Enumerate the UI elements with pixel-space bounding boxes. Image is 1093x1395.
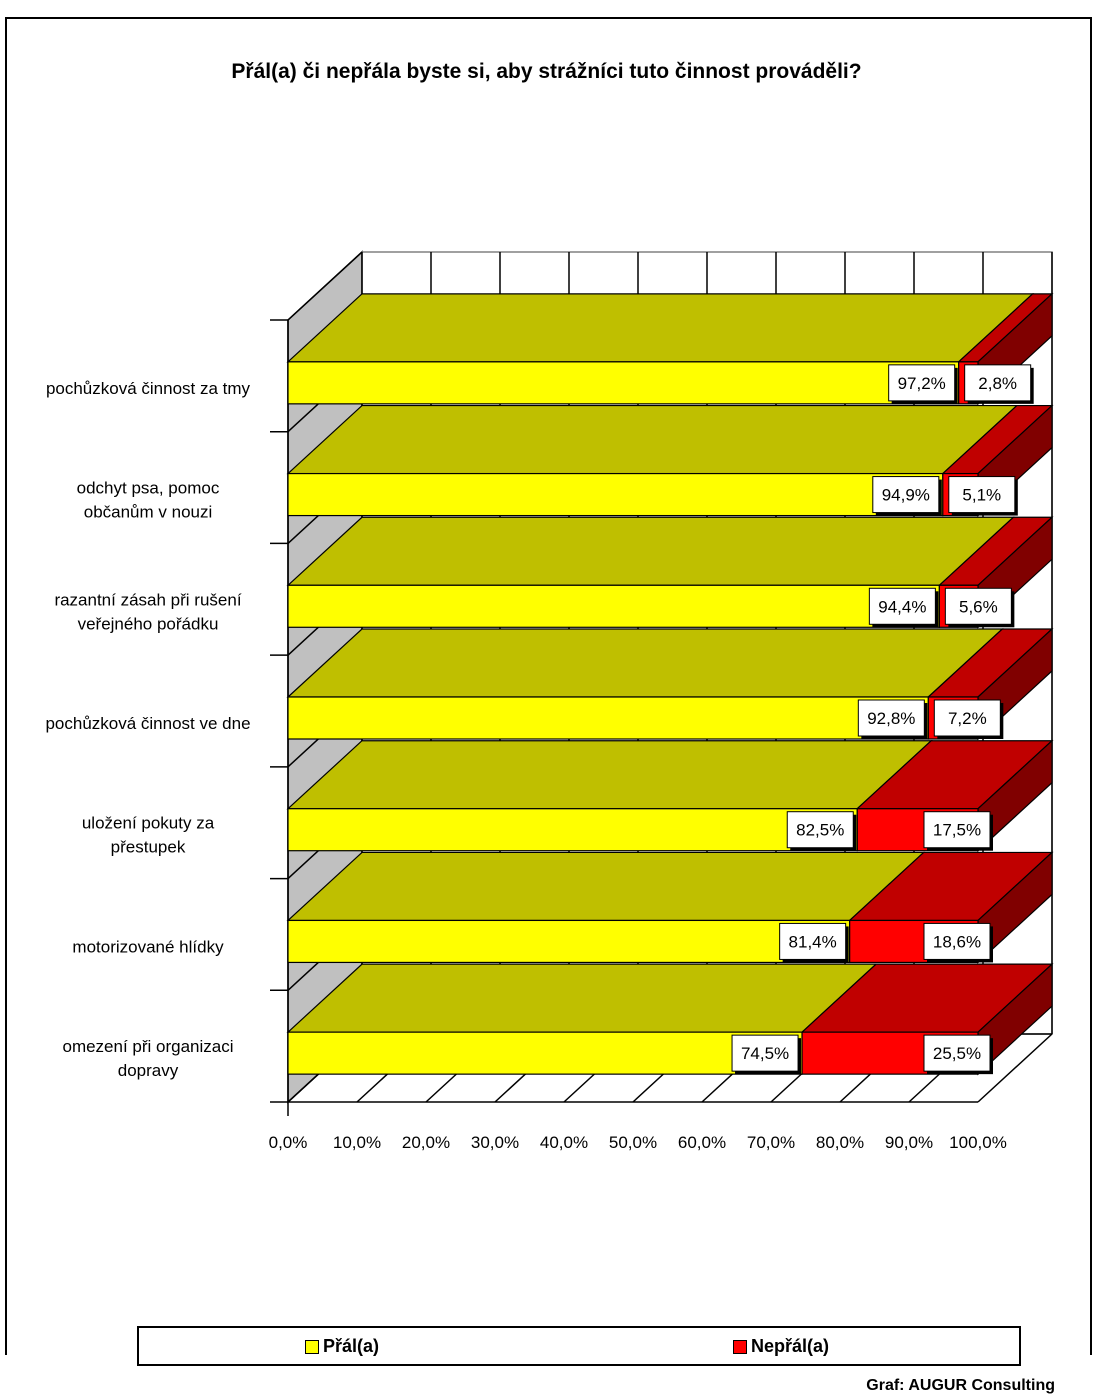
- category-label-line: dopravy: [118, 1061, 179, 1080]
- bar-yes-top: [286, 740, 933, 810]
- data-label-no: 5,1%: [962, 486, 1001, 505]
- floor-line: [977, 1033, 1053, 1103]
- data-label-no: 2,8%: [978, 374, 1017, 393]
- category-label-line: pochůzková činnost za tmy: [46, 379, 251, 398]
- data-label-yes: 97,2%: [898, 374, 946, 393]
- data-label-no: 7,2%: [948, 709, 987, 728]
- category-label-line: občanům v nouzi: [84, 503, 213, 522]
- bar-yes: [287, 361, 960, 405]
- bar-group: 81,4% 18,6%: [286, 851, 1054, 964]
- legend-label-yes: Přál(a): [323, 1336, 380, 1356]
- wall-divider: [287, 251, 363, 321]
- category-label-line: uložení pokuty za: [82, 814, 215, 833]
- bar-yes: [287, 1031, 803, 1075]
- bar-group: 92,8% 7,2%: [286, 627, 1054, 741]
- category-label: motorizované hlídky: [72, 937, 224, 956]
- x-tick-label: 60,0%: [678, 1133, 726, 1152]
- data-label-box: [731, 1034, 799, 1072]
- data-label-box: [923, 811, 991, 849]
- bar-group: 82,5% 17,5%: [286, 739, 1054, 853]
- x-tick-label: 70,0%: [747, 1133, 795, 1152]
- category-label-line: přestupek: [111, 838, 186, 857]
- category-label: razantní zásah při rušení veřejného pořád…: [54, 590, 241, 633]
- category-label: pochůzková činnost ve dne: [45, 714, 250, 733]
- chart-frame: [5, 17, 1092, 1355]
- source-credit: Graf: AUGUR Consulting: [866, 1377, 1055, 1394]
- bar-yes-top: [286, 851, 926, 922]
- data-label-box: [868, 587, 936, 625]
- bar-yes: [287, 696, 929, 740]
- category-label-line: omezení při organizaci: [62, 1037, 233, 1056]
- x-tick-label: 90,0%: [885, 1133, 933, 1152]
- category-label: uložení pokuty za přestupek: [82, 814, 215, 857]
- category-label-line: motorizované hlídky: [72, 937, 224, 956]
- bar-yes: [287, 919, 851, 964]
- bar-yes-top: [286, 404, 1019, 475]
- data-label-box: [933, 699, 1001, 737]
- data-label-box: [779, 922, 847, 960]
- bar-yes-top: [286, 293, 1035, 363]
- x-tick-label: 30,0%: [471, 1133, 519, 1152]
- x-tick-label: 20,0%: [402, 1133, 450, 1152]
- x-tick-label: 80,0%: [816, 1133, 864, 1152]
- x-tick-label: 50,0%: [609, 1133, 657, 1152]
- data-label-box: [872, 476, 940, 514]
- data-label-box: [948, 476, 1016, 514]
- x-tick-label: 40,0%: [540, 1133, 588, 1152]
- data-label-box: [923, 922, 991, 960]
- data-label-yes: 81,4%: [789, 932, 837, 951]
- bar-yes-top: [286, 628, 1004, 698]
- data-label-box: [923, 1034, 991, 1072]
- bar-group: 94,9% 5,1%: [286, 404, 1054, 517]
- bar-group: 97,2% 2,8%: [286, 292, 1054, 406]
- category-label-line: pochůzková činnost ve dne: [45, 714, 250, 733]
- bar-yes-top: [286, 963, 878, 1033]
- x-tick-label: 100,0%: [949, 1133, 1007, 1152]
- x-tick-label: 10,0%: [333, 1133, 381, 1152]
- category-label: odchyt psa, pomoc občanům v nouzi: [77, 479, 220, 522]
- legend-item-yes: Přál(a): [305, 1336, 379, 1357]
- data-label-no: 18,6%: [933, 932, 981, 951]
- data-label-yes: 92,8%: [867, 709, 915, 728]
- data-label-no: 25,5%: [933, 1044, 981, 1063]
- legend-label-no: Nepřál(a): [751, 1336, 830, 1356]
- data-label-yes: 94,9%: [882, 486, 930, 505]
- legend-swatch-yes: [305, 1339, 319, 1354]
- bar-group: 74,5% 25,5%: [286, 962, 1054, 1076]
- data-label-yes: 74,5%: [741, 1044, 789, 1063]
- category-label-line: odchyt psa, pomoc: [77, 479, 220, 498]
- category-label: pochůzková činnost za tmy: [46, 379, 251, 398]
- data-label-yes: 82,5%: [796, 821, 844, 840]
- legend-item-no: Nepřál(a): [733, 1336, 829, 1357]
- data-label-box: [786, 811, 854, 849]
- x-tick-label: 0,0%: [269, 1133, 308, 1152]
- bar-yes-top: [286, 516, 1015, 586]
- category-label: omezení při organizaci dopravy: [62, 1037, 233, 1080]
- data-label-box: [944, 587, 1012, 625]
- bar-group: 94,4% 5,6%: [286, 515, 1054, 629]
- data-label-box: [857, 699, 925, 737]
- data-label-yes: 94,4%: [878, 597, 926, 616]
- legend: Přál(a) Nepřál(a): [137, 1326, 1021, 1366]
- bar-yes: [287, 472, 944, 517]
- bar-yes: [287, 584, 940, 628]
- category-label-line: veřejného pořádku: [78, 614, 219, 633]
- data-label-no: 5,6%: [959, 597, 998, 616]
- data-label-box: [964, 364, 1032, 402]
- data-label-no: 17,5%: [933, 821, 981, 840]
- category-label-line: razantní zásah při rušení: [54, 590, 241, 609]
- chart-plot: 97,2% 2,8% pochůzková činnost za tmy 94,9% 5…: [45, 250, 1054, 1152]
- data-label-box: [888, 364, 956, 402]
- chart-title: Přál(a) či nepřála byste si, aby strážní…: [231, 60, 862, 83]
- bar-yes: [287, 808, 858, 852]
- legend-swatch-no: [733, 1339, 747, 1354]
